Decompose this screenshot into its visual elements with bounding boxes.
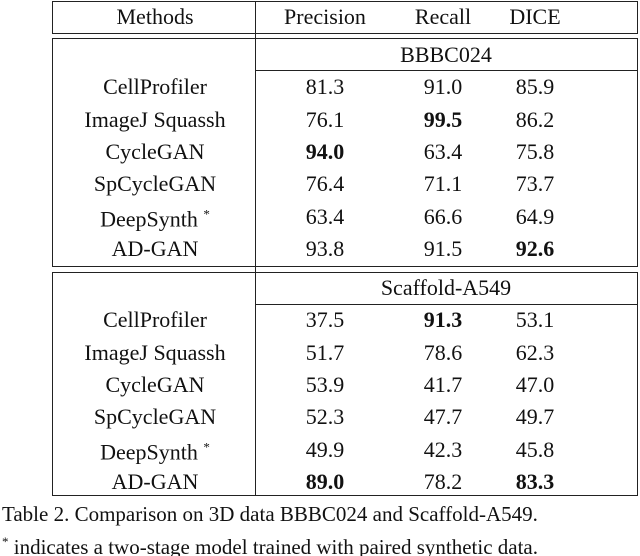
value-cell: 62.3 — [515, 339, 555, 365]
value-cell: 42.3 — [423, 436, 463, 462]
value-cell: 51.7 — [305, 339, 345, 365]
rule — [637, 1, 638, 33]
column-header: DICE — [509, 4, 561, 29]
method-cell: CellProfiler — [103, 74, 207, 100]
method-name: CycleGAN — [105, 371, 205, 397]
method-name: CellProfiler — [103, 74, 207, 100]
rule — [52, 1, 638, 2]
rule — [52, 38, 638, 39]
method-cell: CycleGAN — [106, 372, 205, 398]
value-cell: 53.1 — [515, 307, 555, 333]
value-cell: 85.9 — [515, 74, 555, 100]
value-cell: 37.5 — [305, 307, 345, 333]
rule — [255, 304, 638, 305]
caption: Table 2. Comparison on 3D data BBBC024 a… — [2, 502, 538, 526]
value-cell: 78.2 — [423, 468, 463, 494]
footnote-text: indicates a two-stage model trained with… — [13, 535, 538, 556]
rule — [52, 272, 53, 495]
rule — [52, 33, 638, 34]
method-cell: CellProfiler — [103, 307, 207, 333]
column-header: Precision — [284, 4, 366, 29]
value-cell: 47.7 — [423, 404, 463, 430]
value-cell: 71.1 — [423, 171, 463, 197]
method-name: AD-GAN — [111, 468, 199, 494]
value-cell: 93.8 — [305, 235, 345, 261]
value-cell: 99.5 — [423, 106, 463, 132]
method-cell: CycleGAN — [106, 139, 205, 165]
method-name: SpCycleGAN — [93, 171, 217, 197]
value-cell: 49.9 — [305, 436, 345, 462]
method-cell: ImageJ Squassh — [84, 107, 225, 133]
value-cell: 53.9 — [305, 371, 345, 397]
method-name: ImageJ Squassh — [84, 106, 226, 132]
note-mark: * — [203, 205, 210, 221]
value-cell: 47.0 — [515, 371, 555, 397]
value-cell: 45.8 — [515, 436, 555, 462]
value-cell: 52.3 — [305, 404, 345, 430]
section-title: BBBC024 — [400, 42, 492, 67]
value-cell: 49.7 — [515, 404, 555, 430]
column-header: Recall — [414, 4, 472, 29]
value-cell: 81.3 — [305, 74, 345, 100]
value-cell: 89.0 — [305, 468, 345, 494]
method-name: DeepSynth — [100, 206, 198, 232]
value-cell: 94.0 — [305, 138, 345, 164]
note-mark: * — [203, 438, 210, 454]
value-cell: 91.3 — [423, 307, 463, 333]
method-cell: SpCycleGAN — [94, 404, 216, 430]
method-cell: ImageJ Squassh — [84, 340, 225, 366]
value-cell: 91.0 — [423, 74, 463, 100]
method-name: CycleGAN — [105, 138, 205, 164]
value-cell: 91.5 — [423, 235, 463, 261]
rule — [637, 272, 638, 495]
method-cell: AD-GAN — [112, 236, 199, 262]
footnote-mark: * — [2, 534, 9, 549]
rule — [52, 272, 638, 273]
value-cell: 73.7 — [515, 171, 555, 197]
rule — [52, 1, 53, 33]
method-cell: SpCycleGAN — [94, 171, 216, 197]
method-name: CellProfiler — [103, 307, 207, 333]
value-cell: 66.6 — [423, 203, 463, 229]
method-name: DeepSynth — [100, 439, 198, 465]
value-cell: 63.4 — [305, 203, 345, 229]
method-cell: DeepSynth * — [100, 434, 210, 465]
method-cell: DeepSynth * — [100, 201, 210, 232]
rule — [255, 1, 256, 495]
value-cell: 78.6 — [423, 339, 463, 365]
value-cell: 41.7 — [423, 371, 463, 397]
method-name: AD-GAN — [111, 235, 199, 261]
rule — [255, 70, 638, 71]
column-header: Methods — [116, 4, 194, 29]
value-cell: 64.9 — [515, 203, 555, 229]
section-title: Scaffold-A549 — [380, 275, 512, 300]
method-cell: AD-GAN — [112, 469, 199, 495]
value-cell: 86.2 — [515, 106, 555, 132]
footnote: * indicates a two-stage model trained wi… — [2, 529, 538, 556]
value-cell: 83.3 — [515, 468, 555, 494]
rule — [52, 266, 638, 267]
rule — [52, 38, 53, 266]
value-cell: 92.6 — [515, 235, 555, 261]
value-cell: 76.4 — [305, 171, 345, 197]
method-name: SpCycleGAN — [93, 404, 217, 430]
method-name: ImageJ Squassh — [84, 339, 226, 365]
value-cell: 75.8 — [515, 138, 555, 164]
value-cell: 76.1 — [305, 106, 345, 132]
rule — [52, 495, 638, 496]
rule — [637, 38, 638, 266]
value-cell: 63.4 — [423, 138, 463, 164]
